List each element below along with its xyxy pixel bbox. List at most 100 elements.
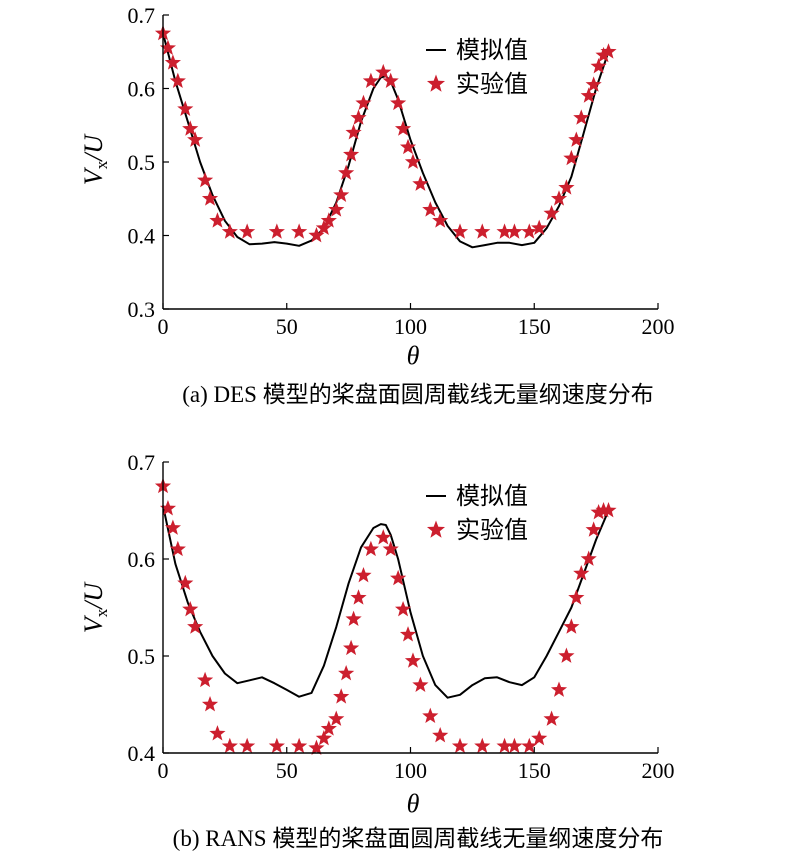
y-tick-label: 0.7 <box>128 450 156 475</box>
experimental-point <box>412 676 429 692</box>
experimental-point <box>333 688 350 704</box>
experimental-point <box>568 589 585 605</box>
experimental-point <box>390 94 407 111</box>
experimental-point <box>291 737 308 754</box>
experimental-point <box>390 569 407 586</box>
experimental-point <box>580 87 597 103</box>
experimental-point <box>196 171 214 188</box>
simulated-line <box>162 505 610 699</box>
x-axis-label: θ <box>407 341 420 370</box>
experimental-point <box>590 57 607 74</box>
experimental-point <box>399 626 417 642</box>
experimental-point <box>328 710 345 726</box>
experimental-point <box>585 76 602 92</box>
legend-label-simulated: 模拟值 <box>456 37 528 64</box>
y-tick-label: 0.6 <box>128 77 156 102</box>
experimental-point <box>394 600 412 617</box>
experimental-point <box>221 223 238 239</box>
x-tick-label: 50 <box>276 314 298 339</box>
x-tick-label: 200 <box>642 758 675 783</box>
x-tick-label: 100 <box>394 758 427 783</box>
experimental-point <box>182 600 199 617</box>
experimental-point <box>399 138 417 155</box>
experimental-point <box>177 100 194 116</box>
experimental-point <box>169 540 186 557</box>
experimental-point <box>573 565 590 581</box>
y-tick-label: 0.7 <box>128 3 156 28</box>
experimental-point <box>355 566 372 583</box>
experimental-point <box>412 175 429 191</box>
experimental-point <box>474 223 491 239</box>
experimental-point <box>201 696 219 712</box>
x-tick-label: 50 <box>276 758 298 783</box>
experimental-point <box>585 521 602 537</box>
experimental-point <box>209 725 226 741</box>
y-axis-label: Vx/U <box>79 581 111 634</box>
experimental-point <box>328 201 345 217</box>
experimental-point <box>159 39 177 55</box>
y-axis-label-rest: /U <box>79 133 108 163</box>
experimental-point <box>362 72 379 89</box>
y-axis-label-rest: /U <box>79 581 108 611</box>
x-tick-label: 200 <box>642 314 675 339</box>
experimental-point <box>558 179 575 195</box>
legend: 模拟值 实验值 <box>426 483 528 544</box>
experimental-point <box>422 201 439 217</box>
experimental-point <box>573 109 590 125</box>
experimental-point <box>320 212 337 228</box>
experimental-series <box>154 477 617 756</box>
experimental-point <box>268 223 285 239</box>
experimental-point <box>291 223 308 239</box>
simulated-series <box>162 505 610 699</box>
experimental-point <box>169 72 186 89</box>
y-tick-label: 0.4 <box>128 741 156 766</box>
experimental-point <box>600 502 617 518</box>
experimental-point <box>506 737 523 754</box>
experimental-point <box>568 131 585 147</box>
experimental-point <box>404 153 422 169</box>
experimental-point <box>394 120 412 136</box>
y-axis-label-sub: x <box>92 160 111 169</box>
experimental-point <box>308 739 325 756</box>
y-axis-label-sub: x <box>92 608 111 617</box>
legend-label-simulated: 模拟值 <box>456 483 528 510</box>
experimental-point <box>375 63 392 80</box>
simulated-series <box>162 33 610 249</box>
experimental-point <box>451 737 469 754</box>
experimental-point <box>182 120 199 136</box>
experimental-point <box>382 72 399 89</box>
experimental-point <box>563 618 580 634</box>
experimental-point <box>343 639 360 656</box>
x-tick-label: 0 <box>158 758 169 783</box>
chart-panel-a: 0 50 100 150 200 0.3 0.4 0.5 0.6 0.7 θ Vx/U 模拟值 实… <box>79 3 675 407</box>
experimental-point <box>506 223 523 239</box>
experimental-point <box>196 671 214 688</box>
simulated-line <box>162 33 610 249</box>
experimental-point <box>404 652 422 668</box>
experimental-point <box>590 503 607 520</box>
x-tick-label: 150 <box>518 758 551 783</box>
experimental-point <box>343 146 360 162</box>
x-tick-label: 100 <box>394 314 427 339</box>
experimental-point <box>164 519 181 535</box>
experimental-point <box>333 186 350 202</box>
legend-star-swatch <box>426 74 446 92</box>
tick-labels: 0 50 100 150 200 0.3 0.4 0.5 0.6 0.7 <box>128 3 675 339</box>
experimental-point <box>268 737 285 754</box>
experimental-point <box>543 710 560 726</box>
y-axis-label: Vx/U <box>79 133 111 186</box>
experimental-point <box>315 219 332 236</box>
y-tick-label: 0.6 <box>128 547 156 572</box>
experimental-point <box>543 204 560 221</box>
experimental-point <box>550 681 568 697</box>
legend-star-swatch <box>426 520 446 538</box>
experimental-point <box>531 219 548 236</box>
experimental-point <box>345 124 362 140</box>
experimental-point <box>531 729 548 746</box>
experimental-point <box>355 94 372 111</box>
experimental-point <box>308 227 325 243</box>
experimental-point <box>187 131 204 147</box>
experimental-point <box>600 43 617 59</box>
experimental-point <box>422 707 439 724</box>
